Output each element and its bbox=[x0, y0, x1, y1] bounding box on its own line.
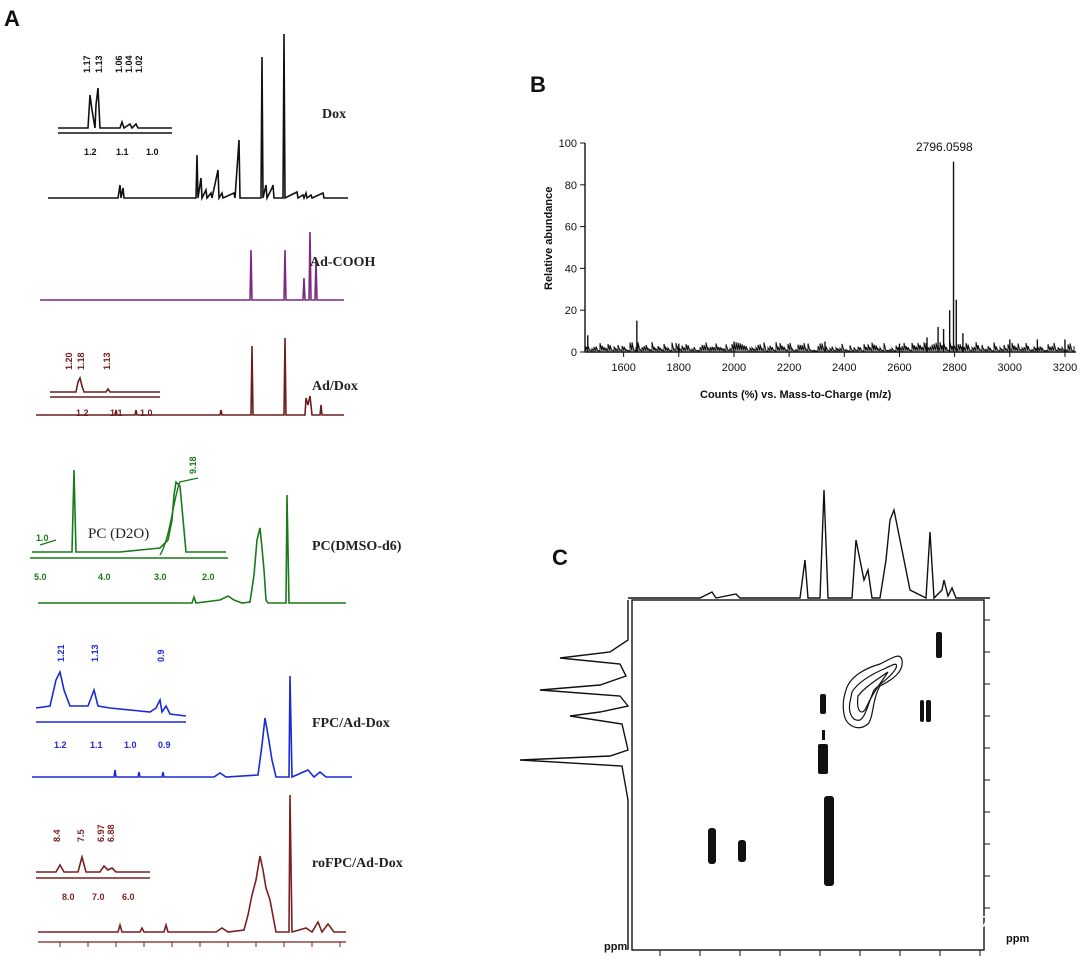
ms-y-axis-title: Relative abundance bbox=[543, 187, 555, 290]
ms-y-tick-label-5: 100 bbox=[559, 138, 577, 150]
inset-ad-dox-peak-2: 1.18 bbox=[76, 352, 86, 370]
cosy-left-projection bbox=[519, 600, 630, 950]
inset-fpc-tick-1: 1.2 bbox=[54, 740, 67, 750]
ms-x-tick-label-6: 2800 bbox=[942, 362, 966, 374]
ms-x-tick-label-0: 1600 bbox=[611, 362, 635, 374]
cosy-plot-frame bbox=[631, 599, 985, 951]
inset-ad-dox-tick-1: 1.2 bbox=[76, 408, 89, 418]
panel-a-label: A bbox=[4, 6, 20, 31]
nmr-label-fpc: FPC/Ad-Dox bbox=[312, 716, 390, 731]
inset-ad-dox-tick-2: 1.1 bbox=[110, 408, 123, 418]
inset-dox-peak-4: 1.04 bbox=[124, 55, 134, 73]
ms-y-tick-label-1: 20 bbox=[565, 305, 577, 317]
inset-pc-tick-4: 2.0 bbox=[202, 572, 215, 582]
ms-x-tick-label-2: 2000 bbox=[722, 362, 746, 374]
nmr-spectrum-fpc: FPC/Ad-Dox 1.21 1.13 0.9 1.2 1.1 1.0 0.9 bbox=[32, 644, 390, 779]
ms-y-tick-label-0: 0 bbox=[571, 347, 577, 359]
nmr-label-ad-cooh: Ad-COOH bbox=[310, 255, 375, 270]
inset-ad-dox-peak-3: 1.13 bbox=[102, 352, 112, 370]
ms-x-axis-title: Counts (%) vs. Mass-to-Charge (m/z) bbox=[700, 389, 892, 401]
inset-fpc-tick-4: 0.9 bbox=[158, 740, 171, 750]
inset-rofpc-peak-2: 7.5 bbox=[76, 829, 86, 842]
ms-peak-annotation: 2796.0598 bbox=[916, 140, 973, 154]
inset-dox-peak-5: 1.02 bbox=[134, 55, 144, 73]
nmr-label-ad-dox: Ad/Dox bbox=[312, 379, 358, 394]
cosy-cross-peaks bbox=[708, 632, 942, 886]
cosy-spectrum: ppm ppm bbox=[519, 489, 1029, 956]
inset-ad-dox: 1.20 1.18 1.13 1.2 1.1 1.0 bbox=[50, 352, 160, 418]
ms-x-tick-label-7: 3000 bbox=[998, 362, 1022, 374]
inset-rofpc-peak-4: 6.88 bbox=[106, 824, 116, 842]
nmr-spectrum-dox: Dox 1.17 1.13 1.06 1.04 1.02 1.2 1.1 1.0 bbox=[48, 33, 348, 202]
ms-y-tick-label-2: 40 bbox=[565, 263, 577, 275]
inset-pc-integral-1: 1.0 bbox=[36, 533, 49, 543]
inset-pc-integral-2: 9.18 bbox=[188, 456, 198, 474]
nmr-spectrum-rofpc: roFPC/Ad-Dox 8.4 7.5 6.97 6.88 8.0 7.0 6… bbox=[36, 794, 403, 947]
mass-spectrum-chart: Relative abundance Counts (%) vs. Mass-t… bbox=[543, 138, 1077, 401]
inset-rofpc-peak-3: 6.97 bbox=[96, 824, 106, 842]
ms-x-tick-label-3: 2200 bbox=[777, 362, 801, 374]
inset-ad-dox-peak-1: 1.20 bbox=[64, 352, 74, 370]
inset-pc-tick-3: 3.0 bbox=[154, 572, 167, 582]
panel-b-label: B bbox=[530, 72, 546, 97]
nmr-label-dox: Dox bbox=[322, 107, 346, 122]
inset-dox-tick-3: 1.0 bbox=[146, 147, 159, 157]
inset-fpc-peak-3: 0.9 bbox=[156, 649, 166, 662]
inset-fpc-peak-1: 1.21 bbox=[56, 644, 66, 662]
inset-rofpc-tick-1: 8.0 bbox=[62, 892, 75, 902]
cosy-y-unit: ppm bbox=[1006, 933, 1029, 945]
panel-c-label: C bbox=[552, 545, 568, 570]
inset-dox-tick-1: 1.2 bbox=[84, 147, 97, 157]
ms-x-tick-label-4: 2400 bbox=[832, 362, 856, 374]
inset-dox-tick-2: 1.1 bbox=[116, 147, 129, 157]
nmr-spectrum-ad-cooh: Ad-COOH bbox=[40, 231, 375, 301]
inset-rofpc-tick-2: 7.0 bbox=[92, 892, 105, 902]
inset-pc-tick-2: 4.0 bbox=[98, 572, 111, 582]
inset-pc-tick-1: 5.0 bbox=[34, 572, 47, 582]
inset-ad-dox-tick-3: 1.0 bbox=[140, 408, 153, 418]
inset-fpc-tick-2: 1.1 bbox=[90, 740, 103, 750]
inset-rofpc-peak-1: 8.4 bbox=[52, 829, 62, 842]
cosy-top-projection bbox=[628, 489, 990, 600]
ms-y-tick-label-4: 80 bbox=[565, 180, 577, 192]
ms-x-tick-label-1: 1800 bbox=[667, 362, 691, 374]
inset-fpc-peak-2: 1.13 bbox=[90, 644, 100, 662]
nmr-label-pc: PC(DMSO-d6) bbox=[312, 539, 402, 554]
ms-x-tick-label-8: 3200 bbox=[1053, 362, 1077, 374]
ms-x-tick-label-5: 2600 bbox=[887, 362, 911, 374]
inset-fpc-tick-3: 1.0 bbox=[124, 740, 137, 750]
inset-dox-peak-2: 1.13 bbox=[94, 55, 104, 73]
inset-dox-peak-3: 1.06 bbox=[114, 55, 124, 73]
inset-rofpc: 8.4 7.5 6.97 6.88 8.0 7.0 6.0 bbox=[36, 824, 150, 902]
inset-dox-peak-1: 1.17 bbox=[82, 55, 92, 73]
inset-rofpc-tick-3: 6.0 bbox=[122, 892, 135, 902]
inset-dox: 1.17 1.13 1.06 1.04 1.02 1.2 1.1 1.0 bbox=[58, 55, 172, 157]
ms-y-tick-label-3: 60 bbox=[565, 222, 577, 234]
nmr-spectrum-pc: PC(DMSO-d6) PC (D2O) 1.0 9.18 5.0 4.0 3.… bbox=[30, 456, 402, 604]
ms-baseline-noise bbox=[585, 341, 1075, 353]
inset-pc-d2o: PC (D2O) 1.0 9.18 5.0 4.0 3.0 2.0 bbox=[30, 456, 228, 582]
inset-fpc: 1.21 1.13 0.9 1.2 1.1 1.0 0.9 bbox=[35, 644, 187, 750]
inset-pc-title: PC (D2O) bbox=[88, 526, 149, 542]
nmr-label-rofpc: roFPC/Ad-Dox bbox=[312, 856, 403, 871]
watermark-text: 知乎 @迈安纳 bbox=[855, 911, 994, 936]
cosy-x-unit: ppm bbox=[604, 941, 627, 953]
nmr-spectrum-ad-dox: Ad/Dox 1.20 1.18 1.13 1.2 1.1 1.0 bbox=[36, 337, 358, 418]
